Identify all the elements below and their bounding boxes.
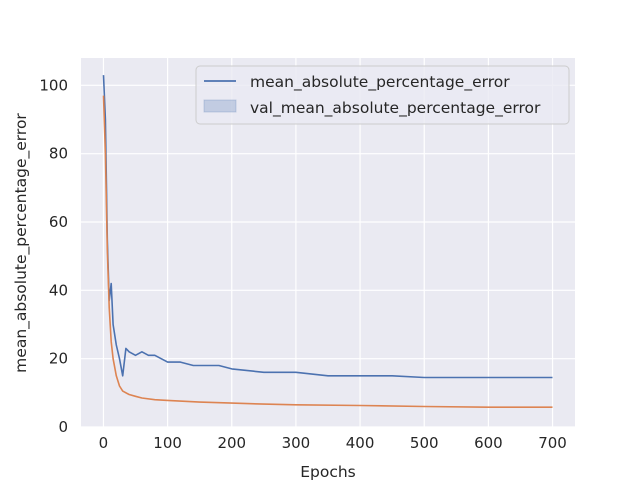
y-tick-label: 60 [49, 213, 68, 231]
x-tick-label: 300 [282, 434, 311, 452]
legend-entry-val: val_mean_absolute_percentage_error [250, 99, 541, 118]
x-tick-label: 500 [410, 434, 439, 452]
series-lines [102, 75, 553, 409]
series-line-train [102, 75, 553, 379]
series-line-val [102, 95, 553, 409]
legend-entry-train: mean_absolute_percentage_error [250, 73, 510, 92]
legend-box [195, 65, 570, 125]
y-tick-label: 0 [58, 418, 68, 436]
y-tick-label: 100 [39, 76, 68, 94]
y-tick-label: 80 [49, 145, 68, 163]
y-axis-label: mean_absolute_percentage_error [12, 113, 31, 373]
x-tick-label: 0 [99, 434, 109, 452]
tick-labels: 0 100 200 300 400 500 600 700 0 20 40 60 80 100 [39, 76, 567, 452]
x-tick-label: 200 [217, 434, 246, 452]
x-axis-label: Epochs [300, 463, 356, 480]
x-tick-label: 600 [474, 434, 503, 452]
y-tick-label: 40 [49, 281, 68, 299]
x-tick-label: 100 [153, 434, 182, 452]
legend-swatch-val [203, 99, 237, 113]
x-tick-label: 400 [346, 434, 375, 452]
x-tick-label: 700 [538, 434, 567, 452]
legend: mean_absolute_percentage_error val_mean_… [195, 65, 570, 125]
y-tick-label: 20 [49, 350, 68, 368]
